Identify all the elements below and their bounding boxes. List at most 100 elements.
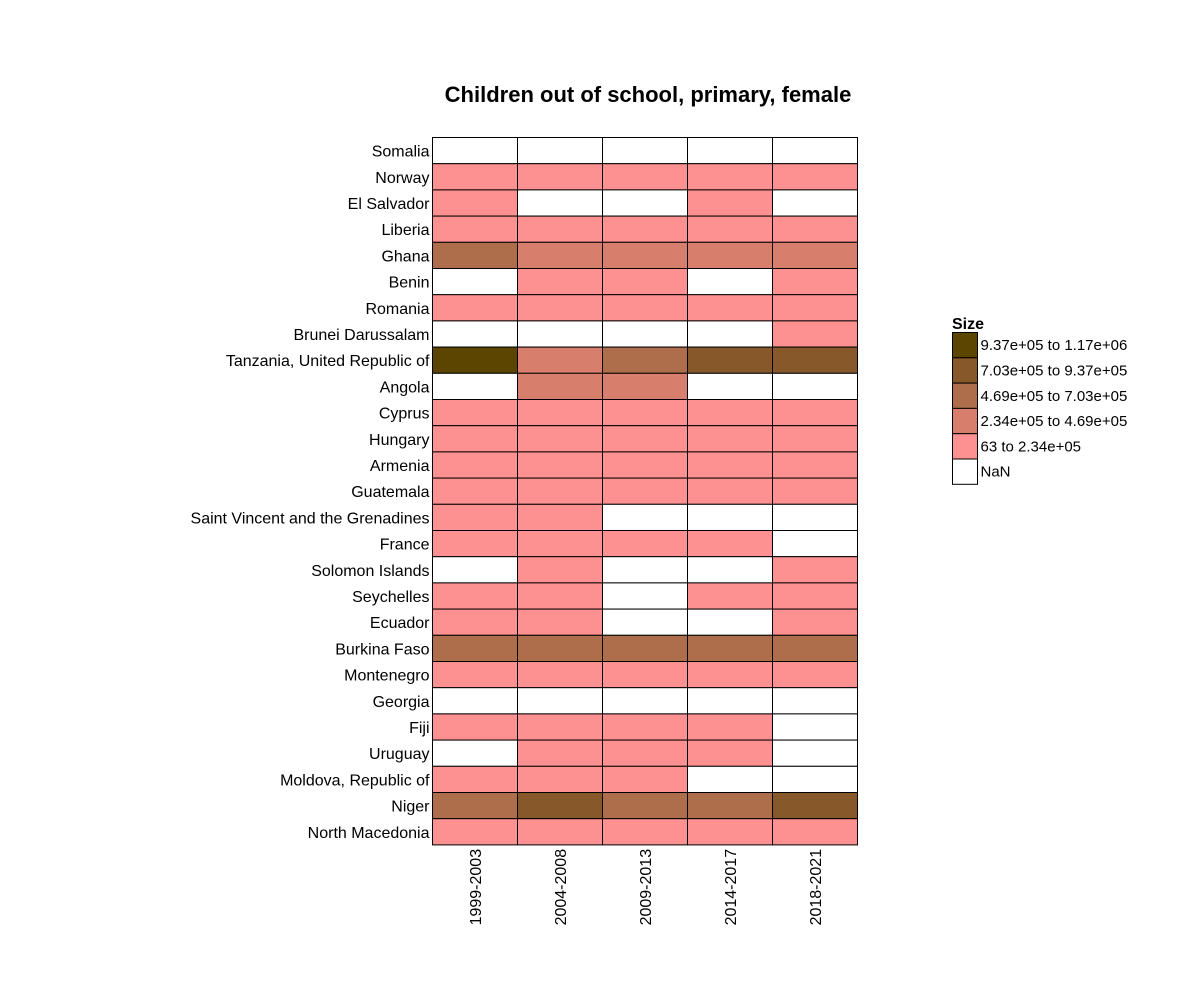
legend-title: Size <box>952 316 984 333</box>
heatmap-cell-hungary-2018-2021 <box>772 425 858 453</box>
row-label-romania: Romania <box>365 301 429 318</box>
heatmap-cell-ecuador-2004-2008 <box>517 608 603 636</box>
heatmap-cell-moldova-republic-of-2004-2008 <box>517 765 603 793</box>
chart-title: Children out of school, primary, female <box>445 82 852 107</box>
row-label-guatemala: Guatemala <box>351 484 429 501</box>
heatmap-cell-guatemala-2004-2008 <box>517 477 603 505</box>
column-label-2018-2021: 2018-2021 <box>808 849 825 926</box>
heatmap-cells <box>432 137 858 846</box>
heatmap-cell-niger-1999-2003 <box>432 792 518 820</box>
row-label-benin: Benin <box>389 275 430 292</box>
heatmap-cell-liberia-2018-2021 <box>772 215 858 243</box>
heatmap-cell-somalia-2009-2013 <box>602 137 688 165</box>
heatmap-cell-angola-2014-2017 <box>687 372 773 400</box>
heatmap-cell-hungary-1999-2003 <box>432 425 518 453</box>
legend-label-3: 2.34e+05 to 4.69e+05 <box>981 413 1128 430</box>
heatmap-cell-liberia-1999-2003 <box>432 215 518 243</box>
heatmap-cell-montenegro-2014-2017 <box>687 661 773 689</box>
heatmap-cell-france-2009-2013 <box>602 530 688 558</box>
heatmap-cell-burkina-faso-2004-2008 <box>517 634 603 662</box>
row-label-saint-vincent-and-the-grenadines: Saint Vincent and the Grenadines <box>191 510 430 527</box>
heatmap-cell-niger-2014-2017 <box>687 792 773 820</box>
heatmap-cell-north-macedonia-2014-2017 <box>687 818 773 846</box>
heatmap-cell-saint-vincent-and-the-grenadines-2009-2013 <box>602 503 688 531</box>
heatmap-cell-romania-2009-2013 <box>602 294 688 322</box>
heatmap-cell-tanzania-united-republic-of-2014-2017 <box>687 346 773 374</box>
heatmap-cell-solomon-islands-2014-2017 <box>687 556 773 584</box>
heatmap-cell-guatemala-1999-2003 <box>432 477 518 505</box>
heatmap-cell-ecuador-1999-2003 <box>432 608 518 636</box>
heatmap-cell-benin-2014-2017 <box>687 268 773 296</box>
row-label-brunei-darussalam: Brunei Darussalam <box>293 327 429 344</box>
row-label-uruguay: Uruguay <box>369 746 429 763</box>
heatmap-cell-liberia-2014-2017 <box>687 215 773 243</box>
heatmap-cell-norway-2018-2021 <box>772 163 858 191</box>
heatmap-cell-niger-2009-2013 <box>602 792 688 820</box>
heatmap-cell-somalia-2018-2021 <box>772 137 858 165</box>
heatmap-cell-benin-2009-2013 <box>602 268 688 296</box>
heatmap-cell-moldova-republic-of-2009-2013 <box>602 765 688 793</box>
heatmap-cell-el-salvador-2009-2013 <box>602 189 688 217</box>
heatmap-cell-north-macedonia-2009-2013 <box>602 818 688 846</box>
heatmap-cell-burkina-faso-2014-2017 <box>687 634 773 662</box>
heatmap-cell-ghana-2004-2008 <box>517 241 603 270</box>
heatmap-cell-somalia-2014-2017 <box>687 137 773 165</box>
row-label-somalia: Somalia <box>372 144 430 161</box>
heatmap-cell-brunei-darussalam-1999-2003 <box>432 320 518 348</box>
heatmap-cell-france-2018-2021 <box>772 530 858 558</box>
heatmap-cell-el-salvador-2014-2017 <box>687 189 773 217</box>
heatmap-cell-seychelles-1999-2003 <box>432 582 518 610</box>
row-label-armenia: Armenia <box>370 458 430 475</box>
heatmap-cell-seychelles-2004-2008 <box>517 582 603 610</box>
heatmap-cell-seychelles-2018-2021 <box>772 582 858 610</box>
heatmap-cell-norway-1999-2003 <box>432 163 518 191</box>
row-label-france: France <box>380 537 430 554</box>
heatmap-cell-saint-vincent-and-the-grenadines-2014-2017 <box>687 503 773 531</box>
heatmap-cell-tanzania-united-republic-of-2004-2008 <box>517 346 603 374</box>
heatmap-cell-france-2004-2008 <box>517 530 603 558</box>
row-label-norway: Norway <box>375 170 429 187</box>
heatmap-cell-cyprus-2004-2008 <box>517 399 603 427</box>
heatmap-cell-fiji-2018-2021 <box>772 713 858 741</box>
heatmap-cell-seychelles-2009-2013 <box>602 582 688 610</box>
heatmap-cell-solomon-islands-1999-2003 <box>432 556 518 584</box>
heatmap-cell-georgia-2018-2021 <box>772 687 858 715</box>
heatmap-cell-niger-2018-2021 <box>772 792 858 820</box>
heatmap-cell-ghana-1999-2003 <box>432 241 518 270</box>
heatmap-cell-moldova-republic-of-2018-2021 <box>772 765 858 793</box>
heatmap-cell-solomon-islands-2009-2013 <box>602 556 688 584</box>
heatmap-cell-guatemala-2014-2017 <box>687 477 773 505</box>
heatmap-cell-benin-2018-2021 <box>772 268 858 296</box>
heatmap-cell-seychelles-2014-2017 <box>687 582 773 610</box>
heatmap-cell-niger-2004-2008 <box>517 792 603 820</box>
legend-label-1: 7.03e+05 to 9.37e+05 <box>981 362 1128 379</box>
row-label-georgia: Georgia <box>373 694 430 711</box>
heatmap-cell-cyprus-2009-2013 <box>602 399 688 427</box>
heatmap-cell-cyprus-2018-2021 <box>772 399 858 427</box>
heatmap-cell-uruguay-2009-2013 <box>602 739 688 767</box>
heatmap-cell-hungary-2004-2008 <box>517 425 603 453</box>
heatmap-cell-ecuador-2018-2021 <box>772 608 858 636</box>
heatmap-cell-uruguay-2014-2017 <box>687 739 773 767</box>
heatmap-cell-brunei-darussalam-2014-2017 <box>687 320 773 348</box>
heatmap-cell-ecuador-2014-2017 <box>687 608 773 636</box>
legend-label-2: 4.69e+05 to 7.03e+05 <box>981 388 1128 405</box>
heatmap-cell-romania-1999-2003 <box>432 294 518 322</box>
heatmap-cell-burkina-faso-1999-2003 <box>432 634 518 662</box>
heatmap-cell-ghana-2014-2017 <box>687 241 773 270</box>
column-label-2014-2017: 2014-2017 <box>723 849 740 926</box>
row-label-solomon-islands: Solomon Islands <box>311 563 429 580</box>
row-label-niger: Niger <box>391 799 430 816</box>
heatmap-cell-georgia-2014-2017 <box>687 687 773 715</box>
heatmap-cell-angola-2004-2008 <box>517 372 603 400</box>
heatmap-cell-fiji-2014-2017 <box>687 713 773 741</box>
heatmap-cell-hungary-2009-2013 <box>602 425 688 453</box>
column-labels: 1999-2003 2004-2008 2009-2013 2014-2017 2018… <box>468 849 825 926</box>
heatmap-cell-armenia-2009-2013 <box>602 451 688 479</box>
heatmap-cell-armenia-2018-2021 <box>772 451 858 479</box>
heatmap-cell-somalia-1999-2003 <box>432 137 518 165</box>
heatmap-cell-georgia-2009-2013 <box>602 687 688 715</box>
heatmap-cell-north-macedonia-2018-2021 <box>772 818 858 846</box>
